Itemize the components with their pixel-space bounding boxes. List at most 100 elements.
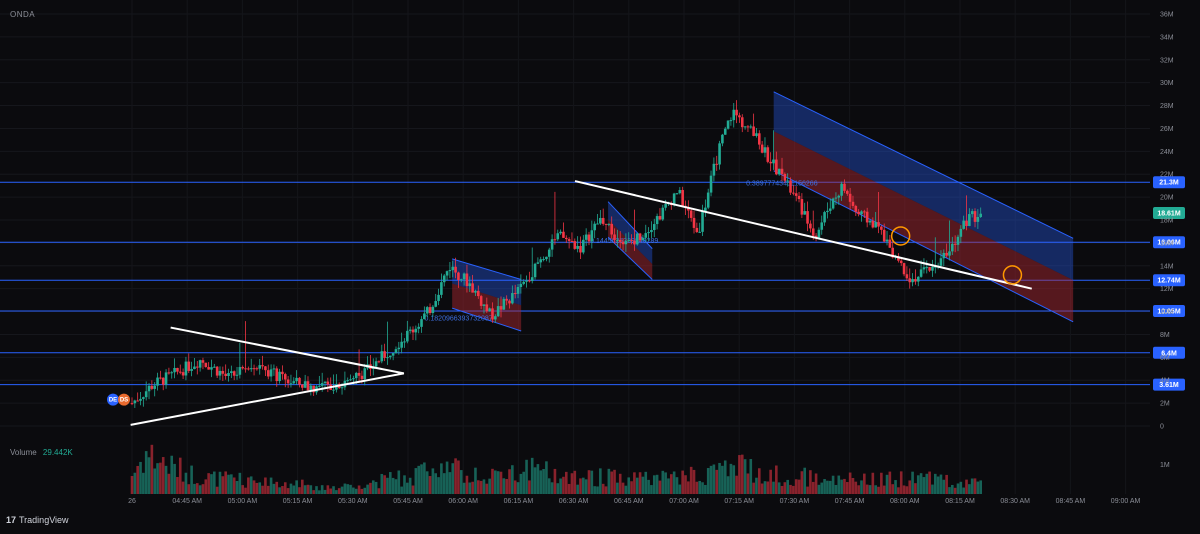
candle-body bbox=[221, 370, 225, 374]
candle-body bbox=[346, 380, 350, 382]
candle-body bbox=[772, 159, 775, 164]
volume-bar bbox=[831, 475, 835, 494]
volume-bar bbox=[953, 487, 957, 494]
candle-body bbox=[374, 361, 378, 367]
volume-bar bbox=[494, 470, 497, 494]
volume-bar bbox=[758, 468, 761, 494]
channel-3-bottom-edge bbox=[773, 170, 1074, 323]
candle-body bbox=[252, 368, 256, 370]
level-tag bbox=[1153, 378, 1185, 391]
candle-body bbox=[931, 266, 934, 271]
level-tag-label: 21.3M bbox=[1159, 180, 1179, 187]
volume-bar bbox=[604, 486, 608, 494]
candle-body bbox=[235, 374, 239, 376]
volume-bar bbox=[916, 475, 920, 494]
candle-body bbox=[970, 211, 974, 215]
candle-body bbox=[775, 159, 778, 175]
candle-body bbox=[800, 199, 804, 215]
volume-tick-label: 1M bbox=[1160, 462, 1170, 469]
volume-bar bbox=[718, 462, 721, 494]
candle-body bbox=[794, 193, 798, 196]
orange-circle-marker bbox=[890, 226, 911, 246]
volume-bar bbox=[400, 486, 403, 494]
candle-body bbox=[406, 330, 409, 342]
volume-bar bbox=[198, 485, 202, 494]
volume-bar bbox=[860, 480, 863, 494]
candle-body bbox=[431, 306, 435, 314]
volume-bar bbox=[848, 472, 852, 494]
candle-body bbox=[874, 222, 877, 228]
volume-bar bbox=[874, 485, 877, 494]
x-tick-label: 06:15 AM bbox=[504, 498, 534, 505]
volume-bar bbox=[354, 488, 358, 494]
candle-body bbox=[269, 369, 273, 377]
candle-body bbox=[823, 212, 826, 223]
candle-body bbox=[340, 387, 344, 389]
volume-bar bbox=[363, 487, 367, 494]
volume-bar bbox=[854, 481, 858, 494]
volume-bar bbox=[939, 474, 943, 494]
candle-body bbox=[184, 361, 188, 376]
candle-body bbox=[386, 357, 389, 359]
volume-bar bbox=[965, 479, 968, 494]
candle-body bbox=[845, 190, 849, 194]
volume-bar bbox=[519, 473, 523, 494]
volume-bar bbox=[837, 475, 841, 494]
volume-bar bbox=[675, 477, 679, 494]
level-tag bbox=[1153, 236, 1185, 249]
candle-body bbox=[241, 367, 244, 369]
volume-bar bbox=[278, 487, 281, 494]
volume-bar bbox=[391, 477, 395, 494]
candle-body bbox=[448, 270, 452, 272]
volume-bar bbox=[301, 479, 304, 494]
candle-body bbox=[610, 223, 613, 235]
candle-body bbox=[599, 217, 602, 224]
candle-body bbox=[295, 377, 298, 382]
candle-body bbox=[973, 211, 977, 222]
candle-body bbox=[176, 367, 179, 372]
symbol-label[interactable]: ONDA bbox=[10, 10, 36, 19]
tradingview-brand[interactable]: 17 TradingView bbox=[6, 515, 69, 525]
candle-body bbox=[306, 381, 310, 391]
volume-bar bbox=[207, 473, 210, 494]
volume-bar bbox=[553, 468, 557, 494]
volume-bar bbox=[692, 469, 696, 494]
volume-bar bbox=[275, 481, 279, 494]
volume-bar bbox=[570, 473, 574, 494]
candle-body bbox=[797, 195, 801, 200]
volume-bar bbox=[408, 477, 412, 494]
candle-body bbox=[391, 352, 395, 356]
candle-body bbox=[715, 163, 719, 165]
volume-bar bbox=[877, 486, 880, 494]
candle-body bbox=[178, 371, 182, 373]
candle-body bbox=[860, 211, 863, 215]
candle-body bbox=[891, 247, 895, 258]
candle-body bbox=[897, 256, 900, 261]
candle-body bbox=[587, 234, 591, 242]
candle-body bbox=[899, 260, 903, 264]
candle-body bbox=[536, 262, 540, 264]
volume-bar bbox=[587, 470, 591, 494]
candle-body bbox=[817, 229, 821, 238]
level-tag bbox=[1153, 346, 1185, 359]
candle-body bbox=[352, 378, 355, 380]
candle-body bbox=[880, 226, 883, 230]
candle-body bbox=[465, 273, 469, 287]
candle-body bbox=[914, 279, 917, 282]
candle-body bbox=[763, 147, 767, 153]
candle-body bbox=[590, 230, 594, 242]
volume-bar bbox=[783, 482, 787, 494]
volume-bar bbox=[701, 482, 704, 494]
candle-body bbox=[357, 372, 361, 376]
candle-body bbox=[153, 385, 157, 389]
candle-body bbox=[641, 237, 645, 241]
volume-bar bbox=[794, 479, 798, 494]
volume-bar bbox=[596, 486, 599, 494]
x-tick-label: 08:30 AM bbox=[1000, 498, 1030, 505]
y-tick-label: 28M bbox=[1160, 103, 1174, 110]
volume-bar bbox=[516, 482, 520, 494]
candle-body bbox=[749, 126, 753, 128]
volume-bar bbox=[360, 488, 364, 494]
